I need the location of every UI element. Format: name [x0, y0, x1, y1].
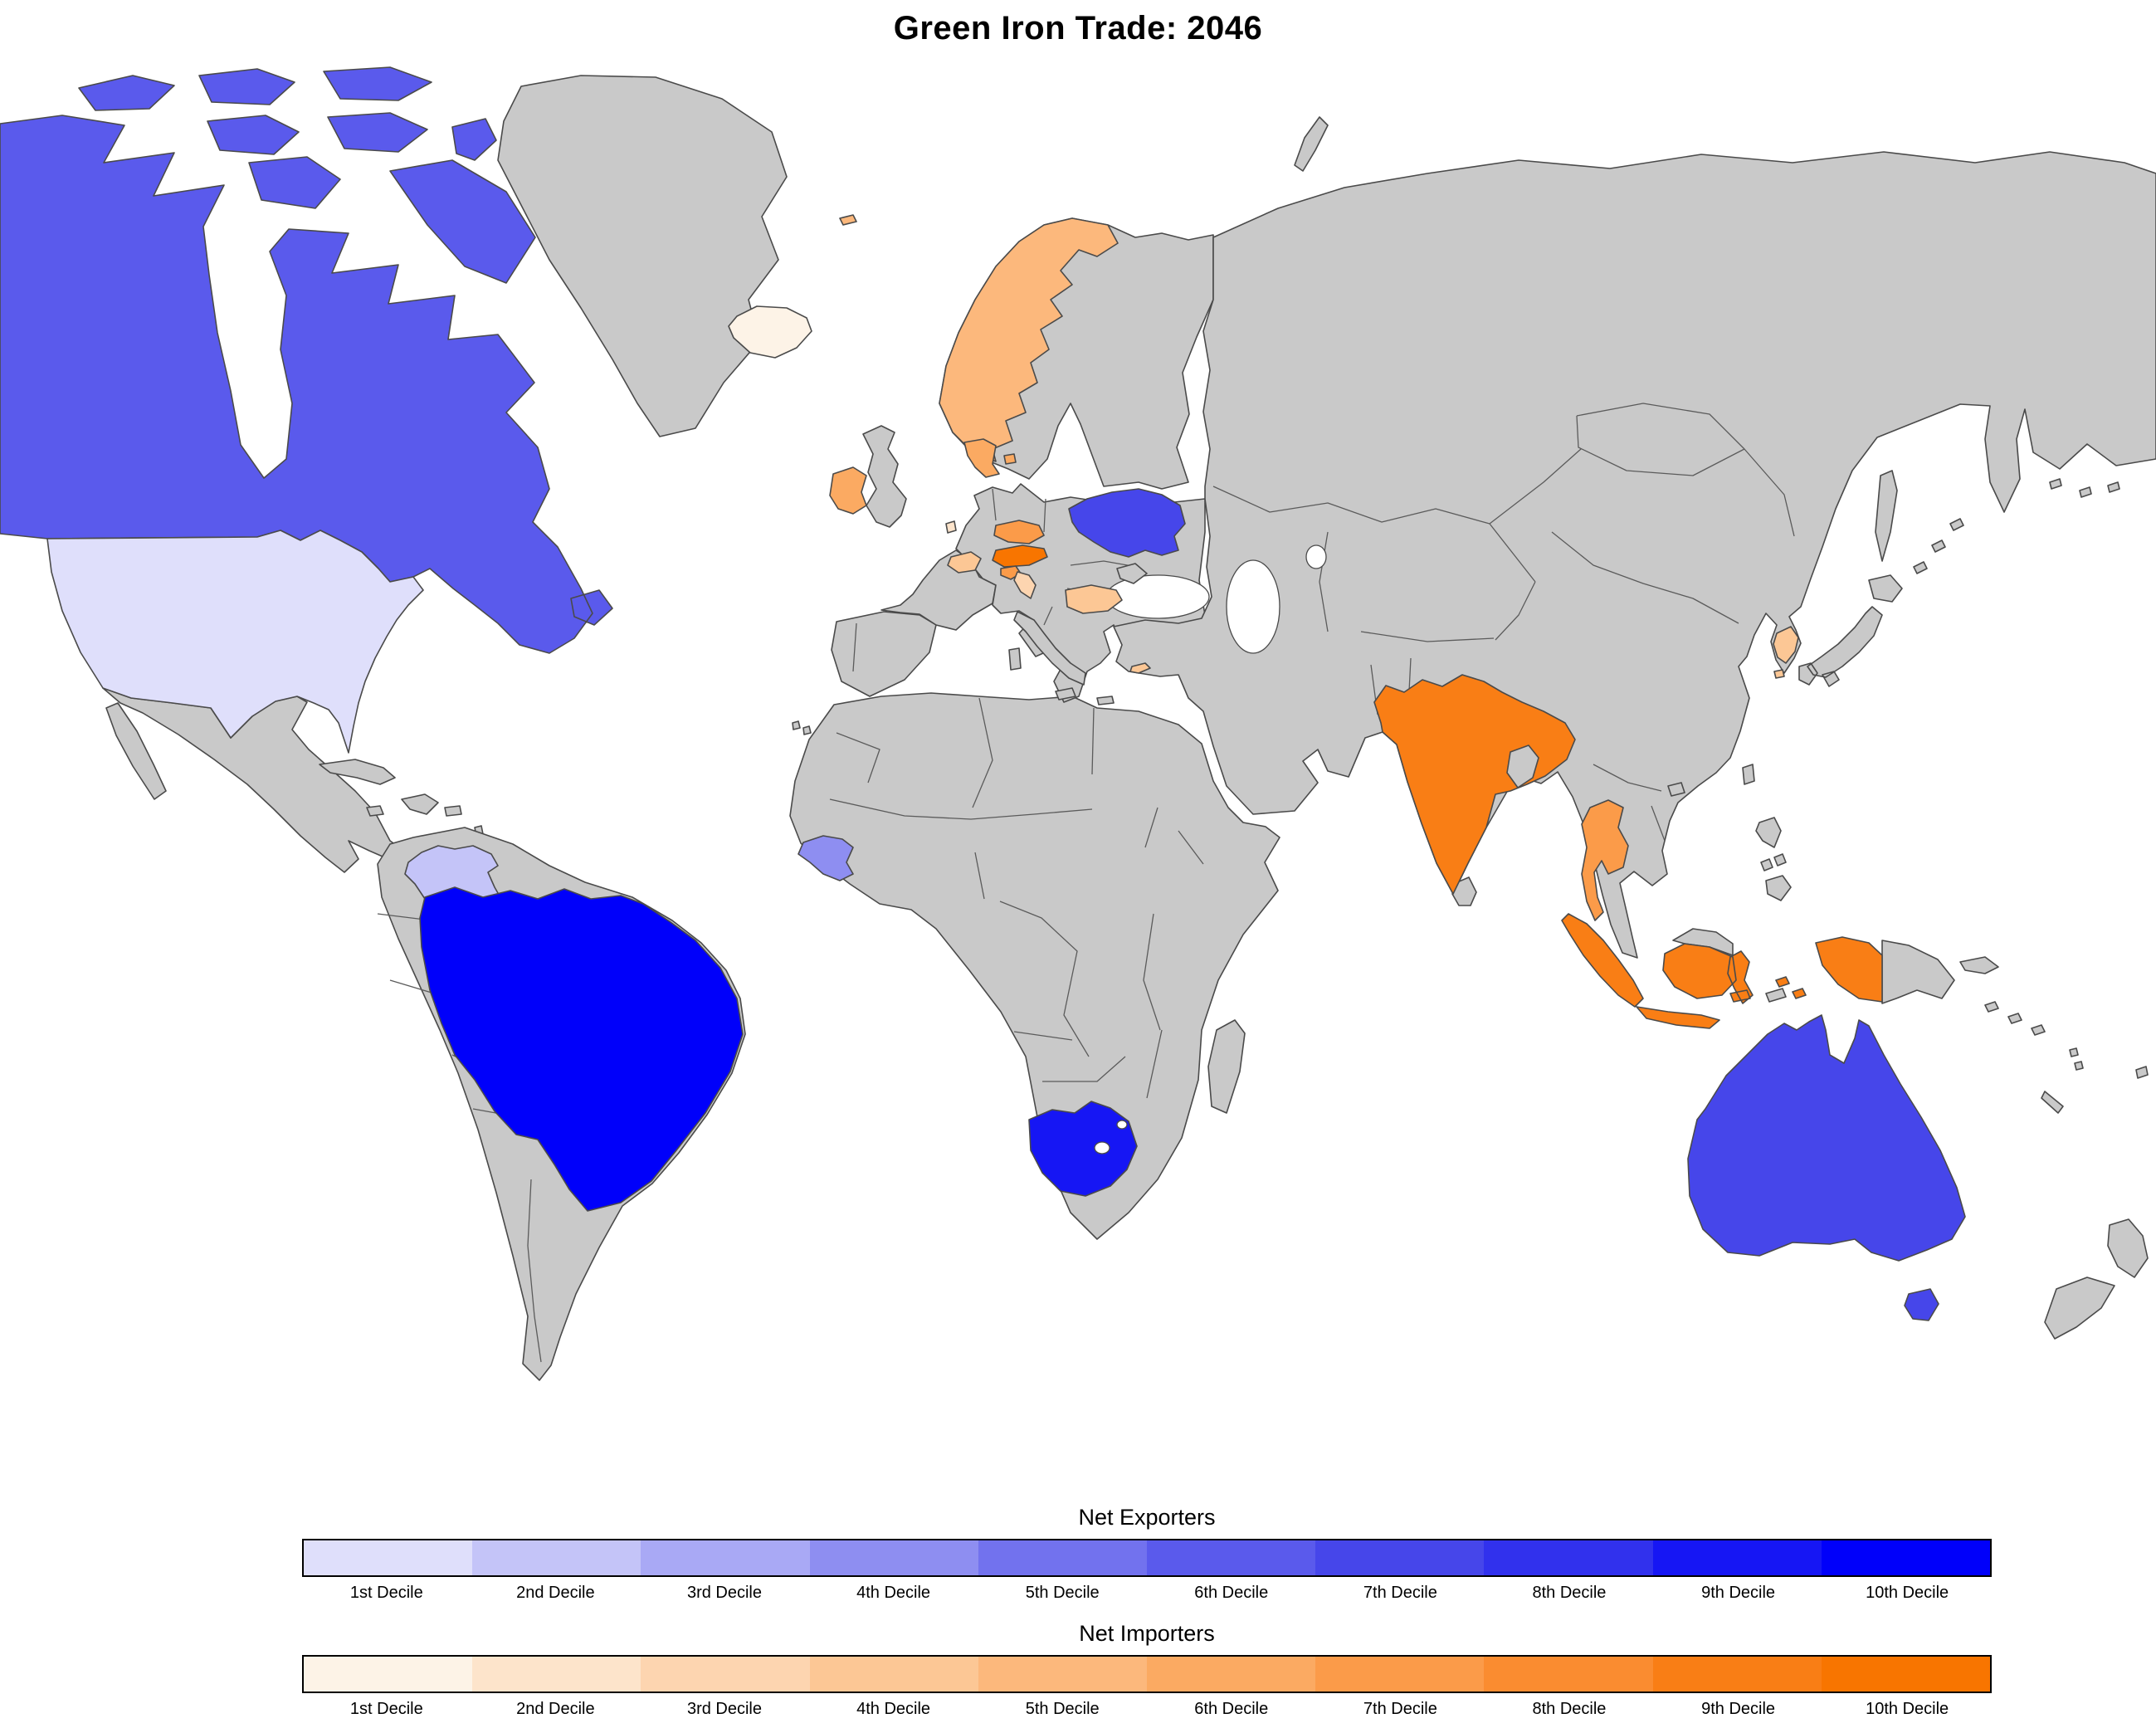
- landmass-asia: [1113, 116, 2156, 959]
- country-united-states: [46, 530, 424, 754]
- landmass-japan: [1798, 574, 1903, 687]
- landmass-crimea: [1116, 563, 1148, 584]
- country-czechia: [993, 520, 1045, 544]
- legend-label-importers-8: 8th Decile: [1532, 1700, 1607, 1718]
- legend-swatch-importers-9: [1652, 1657, 1822, 1692]
- legend-label-exporters-10: 10th Decile: [1866, 1584, 1949, 1602]
- legend-swatch-exporters-5: [978, 1540, 1148, 1575]
- landmass-new-zealand: [2044, 1218, 2149, 1340]
- legend-label-exporters-2: 2nd Decile: [516, 1584, 595, 1602]
- country-thailand: [1581, 799, 1629, 921]
- legend-label-importers-1: 1st Decile: [349, 1700, 423, 1718]
- legend-swatch-exporters-8: [1484, 1540, 1653, 1575]
- landmass-taiwan-hainan: [1667, 764, 1755, 797]
- exporters-legend-labels: 1st Decile 2nd Decile 3rd Decile 4th Decile…: [302, 1584, 1992, 1603]
- country-austria: [992, 544, 1048, 568]
- landmass-europe-iberia: [831, 611, 937, 697]
- landmass-united-kingdom: [862, 425, 907, 528]
- legend-swatch-importers-8: [1484, 1657, 1653, 1692]
- aral-sea: [1305, 544, 1327, 569]
- legend-swatch-exporters-2: [472, 1540, 641, 1575]
- legend-label-importers-4: 4th Decile: [856, 1700, 931, 1718]
- choropleth-layer: [0, 66, 1966, 1321]
- legend-label-importers-7: 7th Decile: [1363, 1700, 1437, 1718]
- landmass-madagascar: [1207, 1019, 1246, 1114]
- country-india: [1373, 674, 1576, 895]
- legend-label-importers-9: 9th Decile: [1701, 1700, 1776, 1718]
- legend-label-importers-3: 3rd Decile: [686, 1700, 762, 1718]
- legend-swatch-importers-4: [809, 1657, 978, 1692]
- country-luxembourg: [945, 520, 957, 534]
- country-south-africa: [1028, 1101, 1138, 1197]
- legend-label-importers-10: 10th Decile: [1866, 1700, 1949, 1718]
- landmass-africa: [789, 692, 1280, 1240]
- legend-label-exporters-1: 1st Decile: [349, 1584, 423, 1602]
- legend-label-exporters-7: 7th Decile: [1363, 1584, 1437, 1602]
- legend-label-importers-6: 6th Decile: [1194, 1700, 1269, 1718]
- importers-legend: Net Importers 1st Decile 2nd Decile 3rd De…: [302, 1621, 1992, 1719]
- country-bulgaria: [1065, 584, 1123, 614]
- landmass-philippines: [1755, 817, 1792, 901]
- landmass-europe-italy: [1008, 611, 1115, 705]
- country-australia: [1687, 1014, 1966, 1321]
- country-denmark: [963, 438, 1017, 478]
- legend-swatch-importers-6: [1147, 1657, 1316, 1692]
- country-guinea: [798, 835, 854, 881]
- legend-swatch-exporters-9: [1652, 1540, 1822, 1575]
- caspian-sea: [1226, 559, 1280, 654]
- country-cyprus: [1129, 662, 1151, 674]
- legend-label-exporters-3: 3rd Decile: [686, 1584, 762, 1602]
- country-ukraine: [1068, 488, 1186, 558]
- legend-swatch-importers-5: [978, 1657, 1148, 1692]
- country-croatia: [1013, 571, 1037, 599]
- black-sea: [1105, 574, 1210, 619]
- importers-legend-labels: 1st Decile 2nd Decile 3rd Decile 4th Decile…: [302, 1700, 1992, 1719]
- country-switzerland: [947, 551, 982, 574]
- legend-label-exporters-8: 8th Decile: [1532, 1584, 1607, 1602]
- legend-label-exporters-4: 4th Decile: [856, 1584, 931, 1602]
- legend-swatch-exporters-3: [641, 1540, 810, 1575]
- legend-label-exporters-9: 9th Decile: [1701, 1584, 1776, 1602]
- landmass-pacific-islands: [1984, 1001, 2149, 1114]
- country-canada: [0, 66, 613, 654]
- landmass-papua-new-guinea: [1881, 940, 1999, 1004]
- importers-legend-bar: [302, 1655, 1992, 1693]
- legend-swatch-exporters-10: [1821, 1540, 1991, 1575]
- landmass-greenland: [497, 75, 788, 437]
- legend-label-exporters-6: 6th Decile: [1194, 1584, 1269, 1602]
- legend-label-importers-5: 5th Decile: [1025, 1700, 1100, 1718]
- importers-legend-title: Net Importers: [1079, 1621, 1215, 1646]
- landmass-sakhalin-kuril: [1875, 470, 2120, 574]
- lesotho-enclave: [1094, 1141, 1110, 1155]
- legend-swatch-importers-1: [304, 1657, 473, 1692]
- country-norway: [839, 214, 1119, 462]
- legend-label-importers-2: 2nd Decile: [516, 1700, 595, 1718]
- legend-swatch-importers-7: [1315, 1657, 1485, 1692]
- country-brazil: [419, 886, 744, 1212]
- legend-swatch-exporters-1: [304, 1540, 473, 1575]
- country-ireland: [829, 466, 867, 515]
- eswatini-enclave: [1116, 1120, 1128, 1130]
- landmass-bangladesh: [1506, 744, 1539, 788]
- country-iceland: [728, 305, 812, 359]
- legend-swatch-importers-10: [1821, 1657, 1991, 1692]
- country-south-korea: [1773, 626, 1799, 679]
- legend-swatch-importers-2: [472, 1657, 641, 1692]
- exporters-legend: Net Exporters 1st Decile 2nd Decile 3rd De…: [302, 1505, 1992, 1603]
- legend-swatch-importers-3: [641, 1657, 810, 1692]
- page-title: Green Iron Trade: 2046: [893, 10, 1263, 46]
- legend-swatch-exporters-6: [1147, 1540, 1316, 1575]
- world-map: [0, 66, 2156, 1381]
- legend-swatch-exporters-4: [809, 1540, 978, 1575]
- country-indonesia: [1561, 913, 1883, 1029]
- legend-swatch-exporters-7: [1315, 1540, 1485, 1575]
- exporters-legend-bar: [302, 1539, 1992, 1577]
- legend-label-exporters-5: 5th Decile: [1025, 1584, 1100, 1602]
- exporters-legend-title: Net Exporters: [1078, 1505, 1216, 1530]
